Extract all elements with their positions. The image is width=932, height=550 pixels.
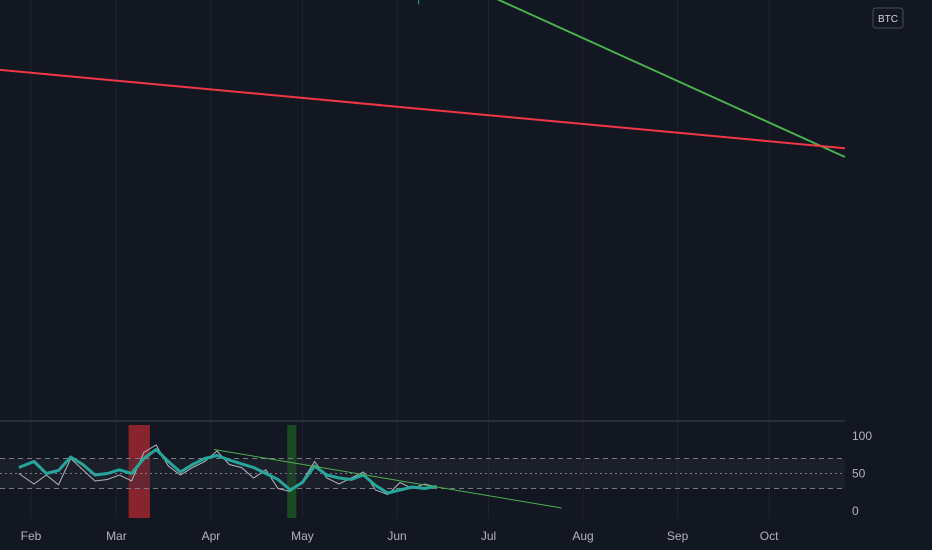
time-tick-label: Jun: [387, 529, 406, 543]
time-tick-label: Feb: [21, 529, 42, 543]
highlight-zone-1: [287, 425, 297, 518]
rsi-main-line: [18, 448, 437, 495]
time-tick-label: Aug: [572, 529, 593, 543]
trendline-0[interactable]: [0, 0, 846, 158]
rsi-tick-label: 0: [852, 504, 859, 518]
time-tick-label: Sep: [667, 529, 689, 543]
currency-label: BTC: [878, 14, 898, 25]
rsi-pane[interactable]: [0, 425, 845, 518]
time-tick-label: Jul: [481, 529, 496, 543]
rsi-tick-label: 50: [852, 467, 866, 481]
time-tick-label: May: [291, 529, 314, 543]
time-tick-label: Apr: [202, 529, 221, 543]
currency-badge[interactable]: [872, 7, 904, 29]
time-tick-label: Mar: [106, 529, 127, 543]
trendline-1[interactable]: [0, 68, 846, 150]
price-pane[interactable]: [0, 0, 846, 158]
rsi-tick-label: 100: [852, 429, 872, 443]
time-tick-label: Oct: [760, 529, 779, 543]
rsi-trendline[interactable]: [213, 449, 562, 509]
time-axis[interactable]: Feb Mar Apr May Jun Jul Aug Sep Oct: [21, 529, 779, 543]
price-axis[interactable]: 0.000045000.000040000.000035000.00003000…: [847, 0, 916, 518]
grid: [0, 0, 845, 518]
highlight-zone-0: [128, 425, 150, 518]
